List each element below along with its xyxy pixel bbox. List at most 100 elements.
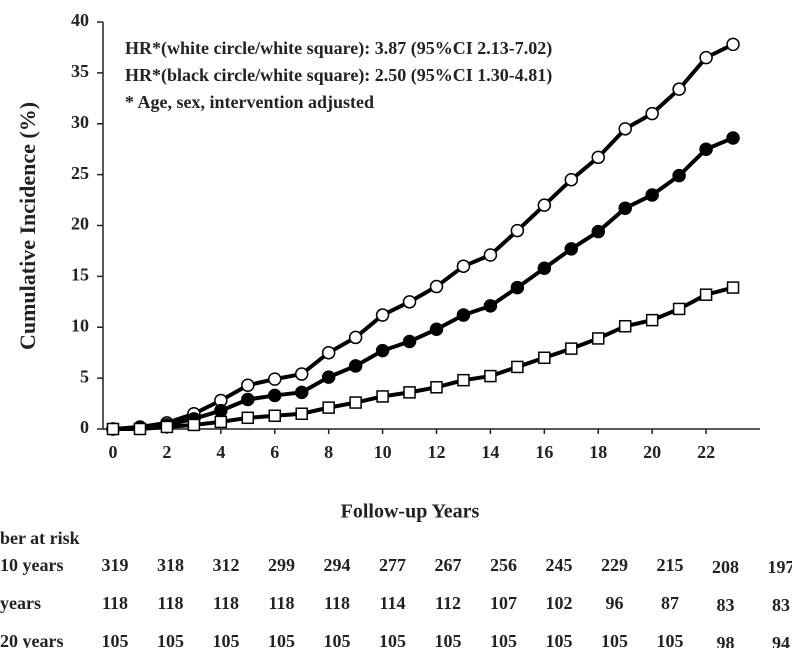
marker (537, 261, 552, 275)
marker (294, 385, 309, 400)
marker (565, 342, 578, 355)
marker (429, 322, 444, 337)
marker (699, 50, 713, 65)
marker (537, 198, 552, 212)
marker (241, 392, 255, 407)
x-tick-label: 22 (697, 442, 715, 462)
marker (160, 420, 174, 434)
risk-value: 105 (546, 631, 573, 648)
risk-value: 118 (324, 593, 350, 613)
y-tick-label: 10 (71, 315, 89, 335)
marker (430, 381, 443, 394)
x-axis-label: Follow-up Years (341, 501, 480, 523)
x-tick-label: 2 (162, 442, 171, 462)
risk-value: 294 (324, 555, 351, 575)
x-tick-label: 8 (324, 442, 333, 462)
marker (349, 396, 362, 409)
risk-value: 318 (157, 555, 184, 575)
risk-value: 267 (435, 555, 462, 575)
marker (538, 351, 551, 365)
y-tick-label: 30 (71, 112, 89, 132)
x-tick-label: 14 (481, 442, 499, 462)
risk-value: 98 (717, 633, 735, 648)
marker (726, 131, 740, 145)
marker (241, 378, 255, 392)
marker (483, 299, 498, 313)
marker (699, 288, 713, 301)
y-tick-label: 5 (80, 366, 89, 386)
marker (348, 359, 363, 373)
marker (511, 360, 524, 374)
marker (241, 411, 255, 425)
marker (510, 280, 525, 295)
risk-value: 197 (768, 557, 792, 577)
marker (214, 403, 228, 418)
risk-value: 83 (717, 595, 735, 615)
marker (591, 224, 605, 239)
marker (726, 281, 740, 294)
marker (645, 188, 659, 202)
risk-value: 215 (657, 555, 684, 575)
marker (375, 308, 390, 322)
risk-row-label: 10 years (0, 555, 63, 575)
marker (375, 343, 390, 358)
risk-value: 256 (490, 555, 517, 575)
y-tick-label: 35 (71, 61, 89, 81)
marker (402, 295, 417, 309)
x-tick-label: 6 (270, 442, 279, 462)
marker (322, 401, 335, 414)
marker (483, 248, 498, 262)
marker (295, 407, 308, 420)
marker (645, 313, 659, 327)
risk-value: 118 (268, 593, 294, 613)
marker (106, 422, 120, 436)
marker (592, 332, 605, 345)
risk-value: 107 (490, 593, 517, 613)
marker (672, 302, 686, 316)
risk-row-label: years (0, 593, 41, 613)
x-tick-label: 0 (109, 442, 118, 462)
risk-value: 102 (546, 593, 573, 613)
annotation: HR*(white circle/white square): 3.87 (95… (125, 38, 552, 59)
marker (429, 279, 444, 294)
y-tick-label: 25 (71, 163, 89, 183)
marker (214, 415, 228, 429)
risk-value: 105 (435, 631, 462, 648)
risk-value: 319 (102, 555, 129, 575)
x-tick-label: 20 (643, 442, 661, 462)
marker (348, 330, 363, 345)
risk-value: 105 (102, 631, 129, 648)
risk-value: 118 (213, 593, 239, 613)
marker (268, 409, 281, 423)
marker (187, 418, 201, 432)
marker (321, 345, 336, 360)
y-tick-label: 0 (80, 417, 89, 437)
marker (726, 37, 740, 52)
marker (699, 142, 713, 156)
marker (268, 372, 282, 386)
risk-value: 312 (213, 555, 240, 575)
marker (321, 370, 336, 384)
marker (403, 386, 416, 399)
risk-value: 118 (102, 593, 128, 613)
marker (510, 223, 525, 238)
marker (591, 150, 605, 165)
x-tick-label: 4 (216, 442, 225, 462)
marker (133, 422, 147, 436)
annotation: HR*(black circle/white square): 2.50 (95… (125, 65, 552, 86)
y-tick-label: 15 (71, 265, 89, 285)
risk-row-label: 20 years (0, 631, 63, 648)
marker (672, 168, 686, 183)
risk-value: 208 (712, 557, 739, 577)
risk-value: 299 (268, 555, 295, 575)
risk-value: 87 (661, 593, 679, 613)
risk-table-title: ber at risk (0, 528, 80, 548)
x-tick-label: 16 (535, 442, 553, 462)
risk-value: 83 (772, 595, 790, 615)
marker (564, 172, 579, 187)
risk-value: 105 (324, 631, 351, 648)
marker (645, 106, 659, 121)
risk-value: 94 (772, 633, 790, 648)
risk-value: 105 (379, 631, 406, 648)
